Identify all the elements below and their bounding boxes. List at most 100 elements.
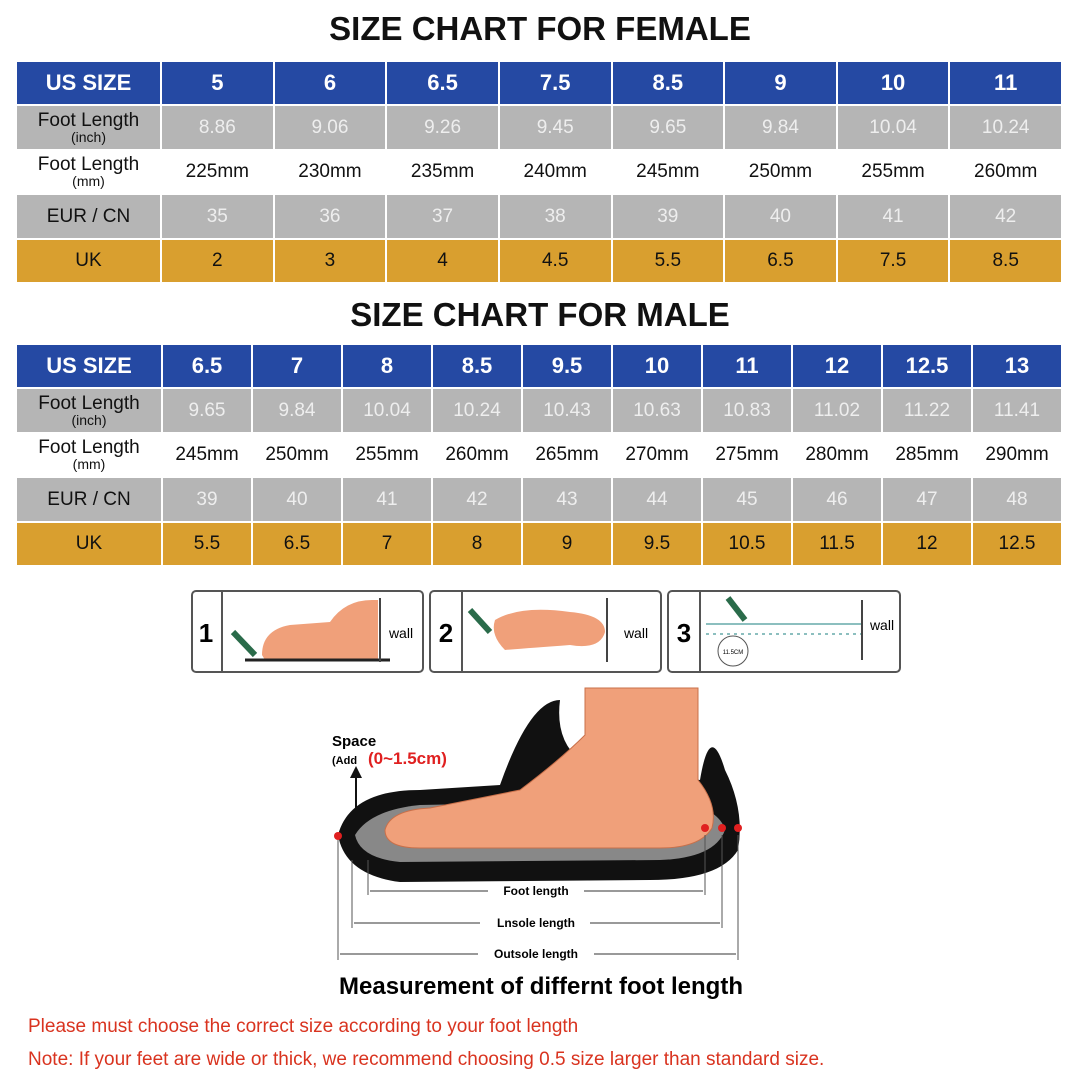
cell: 270mm <box>613 433 701 477</box>
cell-text: 12 <box>916 533 938 555</box>
header-cell: 11 <box>703 345 791 388</box>
label-text: EUR / CN <box>47 488 131 510</box>
cell-text: 240mm <box>523 161 587 183</box>
cell-text: 43 <box>556 488 578 510</box>
cell-text: 255mm <box>355 444 419 466</box>
cell-text: 9 <box>561 533 573 555</box>
cell: 11.41 <box>973 389 1061 432</box>
label-text: Foot Length <box>37 110 140 132</box>
insole-length-label: Lnsole length <box>497 916 575 930</box>
label-text: UK <box>75 533 103 555</box>
header-cell: 9 <box>725 62 836 105</box>
cell: 9.65 <box>612 106 724 149</box>
cell: 37 <box>387 195 498 238</box>
cell: 250mm <box>725 150 836 194</box>
cell: 4 <box>387 239 498 282</box>
wall-label: wall <box>388 625 413 641</box>
space-label: Space <box>332 733 376 750</box>
cell-text: 11.02 <box>813 400 861 422</box>
header-label: US SIZE <box>17 62 160 105</box>
cell-text: 42 <box>995 205 1017 227</box>
cell-text: 9.45 <box>536 117 574 139</box>
cell-text: 35 <box>206 205 228 227</box>
cell: 42 <box>433 478 521 521</box>
note: Note: If your feet are wide or thick, we… <box>28 1049 825 1070</box>
pen <box>467 607 493 635</box>
cell: 39 <box>612 195 724 238</box>
cell: 9.84 <box>725 106 836 149</box>
label-text: (inch) <box>70 129 106 146</box>
cell: 38 <box>499 195 611 238</box>
cell: 11.22 <box>883 389 971 432</box>
cell: 11.5 <box>793 522 881 565</box>
step-number: 3 <box>677 618 691 648</box>
cell: 5.5 <box>612 239 724 282</box>
label-bg <box>478 945 594 961</box>
cell: 39 <box>163 478 251 521</box>
header-cell: 11 <box>950 62 1061 105</box>
cell: 44 <box>613 478 701 521</box>
cell: 40 <box>253 478 341 521</box>
cell-text: 270mm <box>625 444 689 466</box>
cell-text: 10.5 <box>728 533 766 555</box>
note: Please must choose the correct size acco… <box>28 1016 579 1037</box>
header-cell: 7.5 <box>499 62 611 105</box>
cell: 10.24 <box>950 106 1061 149</box>
row-label: Foot Length (mm) <box>17 433 161 477</box>
header-text: 10 <box>880 70 906 96</box>
cell-text: 245mm <box>636 161 700 183</box>
header-text: 9.5 <box>551 353 583 379</box>
cell: 45 <box>703 478 791 521</box>
cell-text: 9.5 <box>643 533 671 555</box>
cell: 250mm <box>253 433 341 477</box>
cell-text: 37 <box>431 205 454 227</box>
cell: 9 <box>523 522 611 565</box>
cell-text: 40 <box>286 488 308 510</box>
cell: 245mm <box>163 433 251 477</box>
cell: 10.5 <box>703 522 791 565</box>
foot <box>493 609 605 650</box>
male-title: SIZE CHART FOR MALE <box>350 296 730 333</box>
cell-text: 9.65 <box>649 117 687 139</box>
cell: 47 <box>883 478 971 521</box>
header-text: 6 <box>323 70 337 96</box>
cell-text: 46 <box>826 488 848 510</box>
cell-text: 9.84 <box>278 400 316 422</box>
female-title: SIZE CHART FOR FEMALE <box>329 10 751 47</box>
cell-text: 41 <box>376 488 398 510</box>
cell: 9.84 <box>253 389 341 432</box>
cell: 10.43 <box>523 389 611 432</box>
row-label: UK <box>17 522 161 565</box>
header-text: 13 <box>1004 353 1030 379</box>
foot <box>262 600 378 660</box>
cell-text: 48 <box>1006 488 1028 510</box>
cell: 4.5 <box>499 239 611 282</box>
wall-label: wall <box>623 625 648 641</box>
step-number: 2 <box>439 618 453 648</box>
header-cell: 10 <box>837 62 949 105</box>
label-bg <box>488 882 584 898</box>
header-text: 12.5 <box>905 353 949 379</box>
cell-text: 36 <box>319 205 341 227</box>
cell: 260mm <box>433 433 521 477</box>
header-cell: 6.5 <box>387 62 498 105</box>
cell-text: 42 <box>466 488 488 510</box>
label-text: Foot Length <box>37 154 140 176</box>
cell-text: 7 <box>381 533 393 555</box>
cell: 2 <box>162 239 273 282</box>
cell: 48 <box>973 478 1061 521</box>
header-text: 8 <box>380 353 394 379</box>
cell-text: 245mm <box>175 444 239 466</box>
cell-text: 4.5 <box>541 250 569 272</box>
cell-text: 10.63 <box>633 400 681 422</box>
cell-text: 9.26 <box>424 117 462 139</box>
foot-length-label: Foot length <box>503 884 568 898</box>
cell: 230mm <box>274 150 386 194</box>
cell-text: 10.43 <box>543 400 591 422</box>
cell: 10.63 <box>613 389 701 432</box>
cell: 8 <box>433 522 521 565</box>
cell-text: 44 <box>646 488 668 510</box>
cell-text: 39 <box>657 205 679 227</box>
cell-text: 11.41 <box>993 400 1041 422</box>
cell: 41 <box>343 478 431 521</box>
